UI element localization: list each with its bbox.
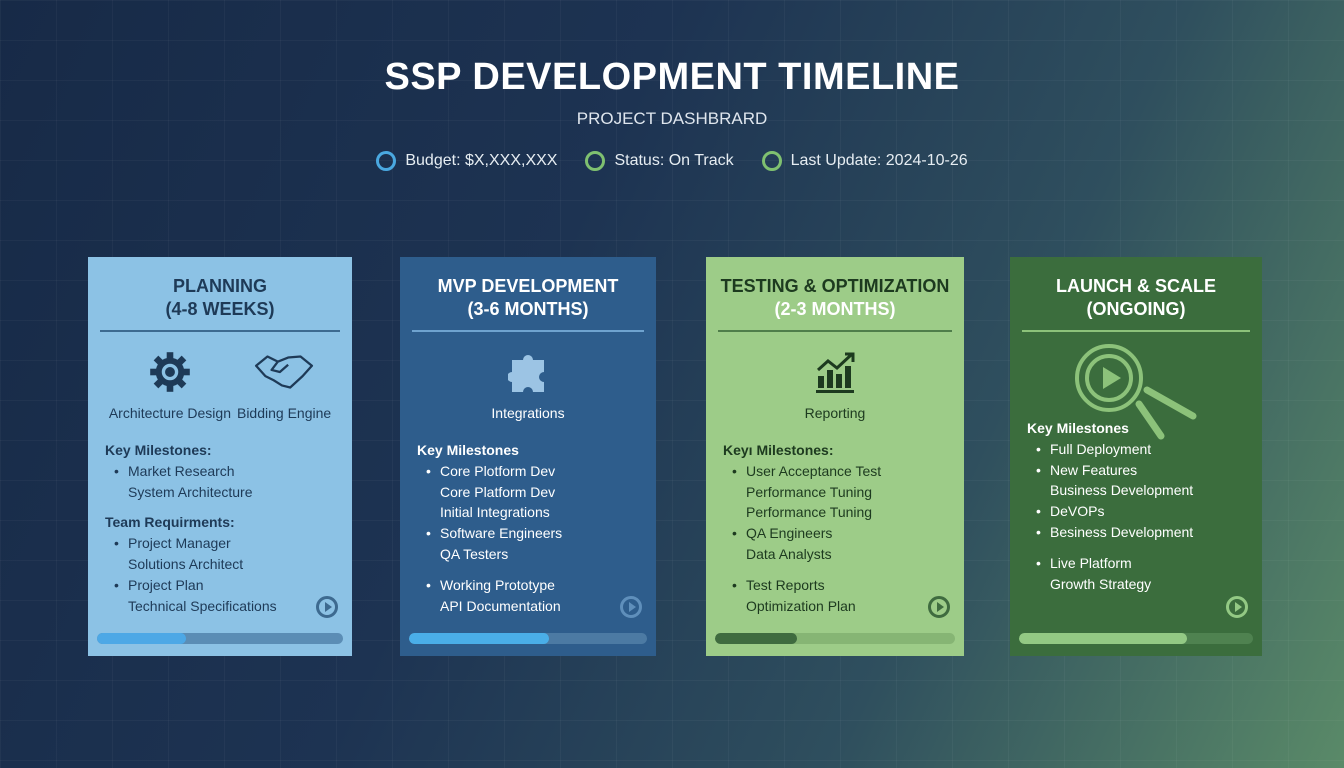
list-item: Working Prototype [417,575,644,596]
phase-title: PLANNING [173,276,267,296]
list-item: Test Reports [723,575,952,596]
list-item: Data Analysts [746,545,832,562]
phase-title: MVP DEVELOPMENT [437,276,619,296]
list-item: Besiness Development [1027,522,1250,543]
phase-title: LAUNCH & SCALE [1056,276,1216,296]
list-item: Performance Tuning [746,504,873,521]
page-title: SSP DEVELOPMENT TIMELINE [384,56,960,98]
list-item: Core Plotform Dev [417,461,644,482]
progress-bar [97,633,343,644]
phase-duration: (4-8 WEEKS) [165,299,275,319]
chart-growth-icon [813,350,857,397]
divider [1022,330,1250,332]
phase-duration: (3-6 MONTHS) [467,299,589,319]
spacer [723,565,952,575]
budget-status: Budget: $X,XXX,XXX [376,151,557,171]
list-item: Business Development [1050,482,1194,499]
section-heading: Keyı Milestones: [723,442,834,458]
handshake-icon [253,350,315,397]
progress-fill [1019,633,1188,644]
status-text: Status: On Track [614,152,734,169]
feature [1071,344,1201,440]
list-item: System Architecture [128,483,253,500]
list-item: Project Manager [105,533,340,554]
ring-icon [585,151,606,171]
last-update-status: Last Update: 2024-10-26 [761,151,968,171]
spacer [105,502,340,512]
phase-icons: Architecture Design Bidding Engine [100,350,340,424]
list-item: Optimization Plan [746,597,856,614]
magnifier-play-icon [1071,344,1201,443]
spacer [417,565,644,575]
progress-fill [715,633,797,644]
section-heading: Key Milestones [417,442,519,458]
milestone-list: Keyı Milestones:User Acceptance TestPerf… [718,440,952,616]
list-item: QA Testers [440,545,509,562]
feature-label: Architecture Design [108,405,231,421]
progress-bar [409,633,647,644]
divider [100,330,340,332]
puzzle-icon [506,350,548,397]
status-bar: Budget: $X,XXX,XXX Status: On Track Last… [0,151,1344,171]
progress-fill [409,633,550,644]
list-item: User Acceptance Test [723,461,952,482]
feature-label: Bidding Engine [236,405,332,421]
list-item: Project Plan [105,575,340,596]
feature-label: Integrations [491,405,565,421]
phase-duration: (2-3 MONTHS) [774,299,896,319]
page-subtitle: PROJECT DASHBRARD [576,109,768,128]
section-heading: Team Requirments: [105,514,235,531]
phase-duration: (ONGOING) [1086,299,1186,319]
ring-icon [761,151,782,171]
list-item: Live Platform [1027,553,1250,574]
list-item: Technical Specifications [128,597,277,614]
feature: Architecture Design [109,350,231,424]
spacer [1027,543,1250,553]
list-item: API Documentation [440,597,561,614]
list-item: Full Deployment [1027,439,1250,460]
list-item: New Features [1027,460,1250,481]
phase-title: TESTING & OPTIMIZATION [720,276,950,296]
milestone-list: Key Milestones Full DeploymentNew Feature… [1022,418,1250,594]
play-icon[interactable] [620,596,642,618]
phase-card: PLANNING (4-8 WEEKS) Architecture Design… [88,257,352,656]
list-item: Initial Integrations [440,504,550,521]
play-icon[interactable] [1226,596,1248,618]
list-item: Core Platform Dev [440,483,556,500]
phase-card: LAUNCH & SCALE (ONGOING) Key Milestones F… [1010,257,1262,656]
list-item: Performance Tuning [746,483,873,500]
progress-bar [1019,633,1253,644]
phase-card: MVP DEVELOPMENT (3-6 MONTHS) Integration… [400,257,656,656]
section-heading: Key Milestones: [105,442,212,458]
feature: Bidding Engine [237,350,331,424]
feature: Reporting [804,350,866,424]
phase-icons [1022,344,1250,440]
section-heading: Key Milestones [1027,420,1129,436]
ring-icon [376,151,397,171]
feature-label: Reporting [804,405,866,421]
list-item: Software Engineers [417,523,644,544]
status-text: Budget: $X,XXX,XXX [405,152,558,169]
divider [412,330,644,332]
phase-icons: Integrations [412,350,644,424]
list-item: Solutions Architect [128,555,244,572]
progress-fill [97,633,186,644]
play-icon[interactable] [928,596,950,618]
phase-card: TESTING & OPTIMIZATION (2-3 MONTHS) Repo… [706,257,964,656]
list-item: QA Engineers [723,523,952,544]
list-item: Market Research [105,461,340,482]
feature: Integrations [491,350,565,424]
status-text: Last Update: 2024-10-26 [790,152,968,169]
list-item: DeVOPs [1027,501,1250,522]
gear-icon [148,350,192,397]
divider [718,330,952,332]
project-status: Status: On Track [585,151,734,171]
progress-bar [715,633,955,644]
phase-icons: Reporting [718,350,952,424]
play-icon[interactable] [316,596,338,618]
list-item: Growth Strategy [1050,575,1152,592]
